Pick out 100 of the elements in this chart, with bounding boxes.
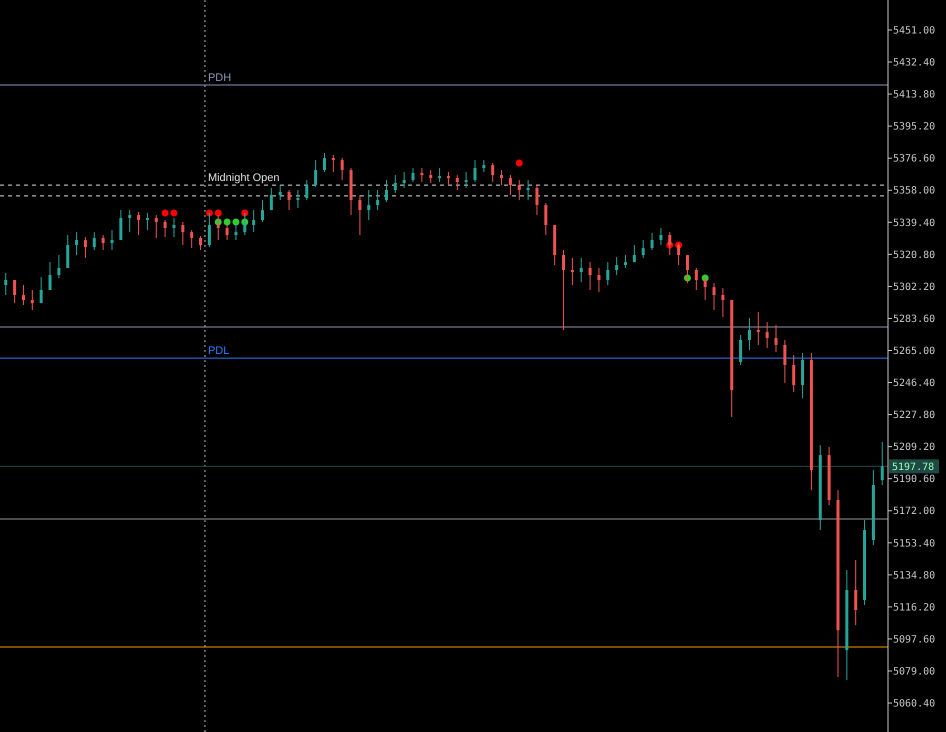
candlestick bbox=[446, 171, 450, 186]
candlestick bbox=[438, 168, 442, 182]
y-tick-label: 5395.20 bbox=[893, 122, 936, 133]
candlestick bbox=[270, 187, 273, 211]
candlestick bbox=[570, 257, 574, 286]
candlestick bbox=[314, 160, 318, 188]
candlestick bbox=[491, 162, 494, 182]
candlestick bbox=[429, 170, 432, 184]
candlestick bbox=[208, 212, 211, 248]
candlestick bbox=[102, 234, 105, 251]
candlestick bbox=[367, 190, 370, 221]
candlestick bbox=[305, 180, 308, 201]
candlestick bbox=[482, 160, 486, 172]
ref-line-label: PDL bbox=[208, 345, 230, 358]
y-tick-label: 5227.80 bbox=[893, 410, 936, 422]
candlestick bbox=[296, 190, 300, 208]
y-tick-label: 5209.20 bbox=[893, 442, 936, 454]
y-tick-label: 5134.80 bbox=[893, 570, 936, 582]
candlestick bbox=[739, 334, 742, 366]
candlestick bbox=[473, 160, 476, 182]
candlestick bbox=[119, 210, 122, 241]
candlestick bbox=[57, 254, 60, 279]
candlestick bbox=[358, 194, 362, 236]
candlestick bbox=[154, 214, 158, 238]
candlestick bbox=[694, 267, 698, 291]
y-tick-label: 5079.00 bbox=[893, 666, 936, 678]
candlestick bbox=[456, 174, 459, 191]
candlestick bbox=[712, 282, 716, 310]
candlestick bbox=[880, 441, 884, 486]
candlestick bbox=[199, 236, 202, 251]
candlestick bbox=[597, 267, 600, 293]
candlestick bbox=[500, 170, 504, 186]
candlestick bbox=[40, 276, 43, 304]
y-tick-label: 5153.40 bbox=[893, 538, 936, 550]
candlestick bbox=[854, 560, 858, 626]
candlestick bbox=[659, 227, 662, 246]
candlestick bbox=[464, 171, 468, 188]
y-tick-label: 5302.20 bbox=[893, 282, 936, 293]
candlestick bbox=[164, 220, 167, 238]
y-tick-label: 5283.60 bbox=[893, 314, 936, 325]
y-tick-label: 5451.00 bbox=[893, 25, 936, 36]
candlestick bbox=[340, 158, 344, 181]
y-tick-label: 5246.40 bbox=[893, 378, 936, 390]
candlestick bbox=[190, 230, 194, 248]
candlestick bbox=[526, 180, 530, 201]
candlestick bbox=[508, 174, 512, 196]
candlestick bbox=[4, 272, 8, 296]
candlestick bbox=[13, 280, 16, 304]
candlestick bbox=[84, 236, 87, 258]
candlestick bbox=[226, 224, 229, 241]
candlestick bbox=[137, 211, 140, 236]
candlestick bbox=[322, 152, 326, 172]
candlestick bbox=[278, 184, 282, 201]
y-tick-label: 5339.40 bbox=[893, 218, 936, 229]
candlestick bbox=[288, 190, 291, 211]
ref-line-label: Midnight Open bbox=[208, 172, 280, 184]
candlestick bbox=[535, 184, 538, 216]
candlestick bbox=[783, 339, 786, 384]
candlestick bbox=[181, 221, 184, 246]
y-tick-label: 5413.80 bbox=[893, 90, 936, 101]
candlestick bbox=[402, 171, 406, 188]
candlestick bbox=[766, 322, 769, 349]
candlestick bbox=[146, 212, 149, 231]
candlestick bbox=[172, 217, 176, 238]
candlestick bbox=[721, 288, 724, 318]
candlestick bbox=[22, 284, 25, 306]
candlestick bbox=[261, 200, 264, 222]
y-tick-label: 5190.60 bbox=[893, 474, 936, 486]
candlestick bbox=[624, 254, 627, 268]
y-tick-label: 5265.00 bbox=[893, 346, 936, 357]
candlestick bbox=[66, 234, 70, 268]
y-tick-label: 5172.00 bbox=[893, 506, 936, 518]
candlestick bbox=[588, 262, 592, 291]
candlestick bbox=[48, 262, 52, 291]
candlestick bbox=[252, 210, 256, 233]
candlestick bbox=[110, 230, 114, 251]
candlestick bbox=[384, 180, 388, 202]
y-tick-label: 5116.20 bbox=[893, 602, 936, 614]
ref-line-label: PDH bbox=[208, 72, 232, 84]
y-tick-label: 5376.60 bbox=[893, 154, 936, 165]
candlestick bbox=[376, 190, 380, 211]
candlestick bbox=[544, 202, 548, 236]
candlestick bbox=[580, 257, 583, 283]
y-tick-label: 5320.80 bbox=[893, 250, 936, 261]
candlestick bbox=[128, 210, 132, 233]
candlestick bbox=[748, 318, 751, 350]
candlestick bbox=[774, 324, 778, 353]
candlestick bbox=[606, 262, 610, 286]
candlestick bbox=[75, 232, 78, 256]
candlestick bbox=[518, 180, 521, 201]
candlestick bbox=[412, 168, 415, 182]
candlestick bbox=[704, 278, 707, 301]
ref-line-label: 5197.78 bbox=[892, 462, 934, 473]
candlestick bbox=[92, 232, 96, 251]
candlestick bbox=[650, 232, 654, 251]
candlestick bbox=[234, 224, 238, 241]
candlestick bbox=[615, 256, 618, 276]
y-tick-label: 5432.40 bbox=[893, 58, 936, 69]
y-tick-label: 5060.40 bbox=[893, 698, 936, 710]
candlestick bbox=[756, 312, 760, 346]
